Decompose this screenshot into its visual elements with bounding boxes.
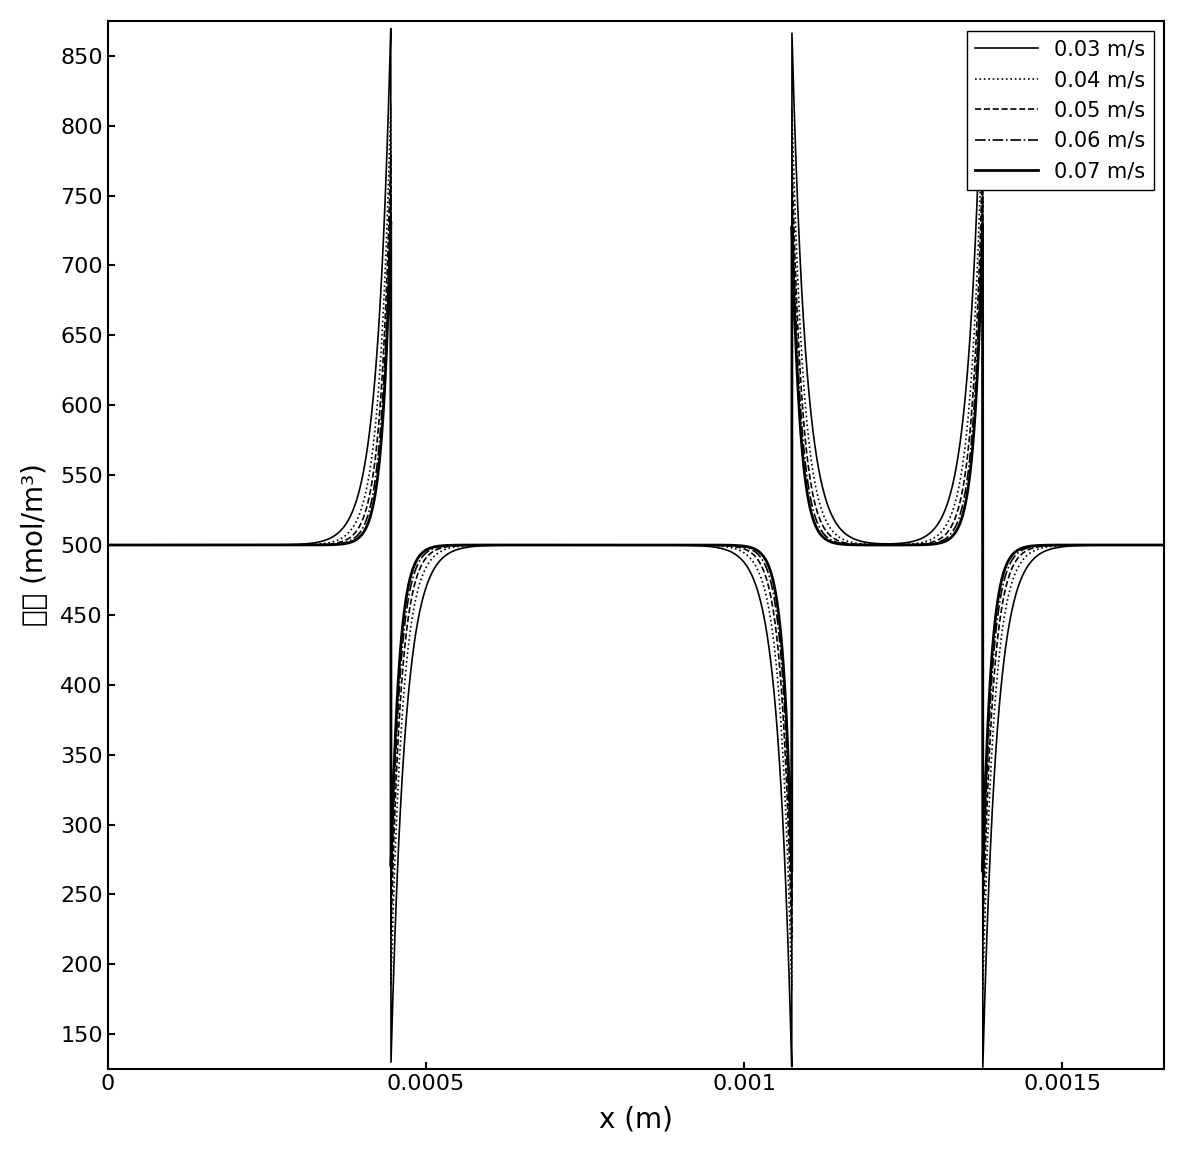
0.05 m/s [969, 325, 984, 339]
0.04 m/s [293, 538, 307, 552]
0.04 m/s [735, 545, 749, 559]
0.05 m/s [384, 149, 398, 163]
0.07 m/s [975, 864, 989, 878]
0.07 m/s [788, 314, 802, 328]
0.05 m/s [889, 538, 903, 552]
Line: 0.07 m/s: 0.07 m/s [108, 222, 1164, 871]
0.03 m/s [889, 537, 903, 550]
0.03 m/s [505, 538, 519, 552]
0.03 m/s [293, 538, 307, 552]
0.05 m/s [1157, 538, 1171, 552]
0.04 m/s [505, 538, 519, 552]
0.05 m/s [735, 541, 749, 555]
0.04 m/s [788, 198, 802, 212]
0.05 m/s [101, 538, 115, 552]
0.04 m/s [969, 279, 984, 293]
0.07 m/s [889, 538, 903, 552]
0.06 m/s [293, 538, 307, 552]
0.06 m/s [1157, 538, 1171, 552]
Line: 0.03 m/s: 0.03 m/s [108, 29, 1164, 1067]
Line: 0.06 m/s: 0.06 m/s [108, 193, 1164, 901]
0.06 m/s [101, 538, 115, 552]
0.03 m/s [735, 553, 749, 567]
0.04 m/s [889, 538, 903, 552]
0.03 m/s [788, 123, 802, 137]
0.05 m/s [505, 538, 519, 552]
0.06 m/s [505, 538, 519, 552]
Line: 0.05 m/s: 0.05 m/s [108, 156, 1164, 938]
0.07 m/s [1157, 538, 1171, 552]
0.04 m/s [384, 97, 398, 111]
0.06 m/s [735, 540, 749, 554]
0.06 m/s [969, 359, 984, 373]
0.05 m/s [975, 931, 989, 945]
0.07 m/s [101, 538, 115, 552]
0.04 m/s [1157, 538, 1171, 552]
0.04 m/s [975, 983, 989, 997]
0.07 m/s [505, 538, 519, 552]
0.07 m/s [293, 538, 307, 552]
0.06 m/s [788, 286, 802, 300]
0.05 m/s [788, 249, 802, 263]
0.06 m/s [975, 894, 989, 908]
0.07 m/s [969, 384, 984, 398]
X-axis label: x (m): x (m) [598, 1106, 673, 1133]
0.04 m/s [101, 538, 115, 552]
0.05 m/s [293, 538, 307, 552]
0.03 m/s [1157, 538, 1171, 552]
0.07 m/s [384, 215, 398, 228]
0.06 m/s [889, 538, 903, 552]
0.03 m/s [101, 538, 115, 552]
Line: 0.04 m/s: 0.04 m/s [108, 104, 1164, 990]
0.03 m/s [975, 1061, 989, 1074]
0.03 m/s [384, 22, 398, 36]
0.03 m/s [969, 208, 984, 222]
Legend: 0.03 m/s, 0.04 m/s, 0.05 m/s, 0.06 m/s, 0.07 m/s: 0.03 m/s, 0.04 m/s, 0.05 m/s, 0.06 m/s, … [967, 31, 1154, 189]
0.07 m/s [735, 539, 749, 553]
0.06 m/s [384, 186, 398, 200]
Y-axis label: 浓度 (mol/m³): 浓度 (mol/m³) [21, 464, 49, 627]
